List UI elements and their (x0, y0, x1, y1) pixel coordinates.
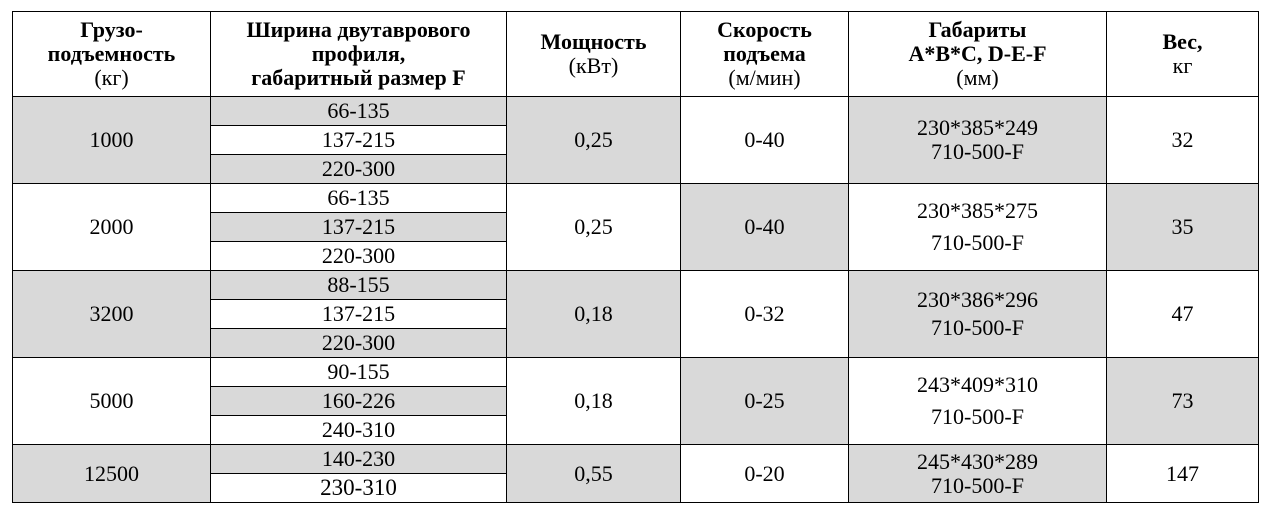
table-row: 5000 90-155 0,18 0-25 243*409*310 710-50… (12, 357, 1259, 445)
dims-cell: 245*430*289 710-500-F (848, 444, 1107, 503)
header-capacity-line2: подъемность (47, 41, 176, 66)
capacity-cell: 5000 (12, 357, 211, 445)
table-row: 2000 66-135 0,25 0-40 230*385*275 710-50… (12, 183, 1259, 271)
power-cell: 0,55 (506, 444, 681, 503)
weight-cell: 47 (1106, 270, 1259, 358)
dims-cell: 243*409*310 710-500-F (848, 357, 1107, 445)
weight-cell: 32 (1106, 96, 1259, 184)
capacity-cell: 3200 (12, 270, 211, 358)
header-dims: Габариты A*B*C, D-E-F (мм) (848, 11, 1107, 97)
profile-cell: 220-300 (210, 154, 507, 184)
header-dims-line1: Габариты (928, 17, 1027, 42)
capacity-cell: 1000 (12, 96, 211, 184)
profile-cell: 140-230 (210, 444, 507, 474)
header-capacity: Грузо- подъемность (кг) (12, 11, 211, 97)
header-profile-line1: Ширина двутаврового (246, 17, 471, 42)
profile-cell: 240-310 (210, 415, 507, 445)
header-power-line1: Мощность (540, 29, 647, 54)
profile-cell: 220-300 (210, 328, 507, 358)
header-dims-line2: A*B*C, D-E-F (908, 41, 1047, 66)
power-cell: 0,25 (506, 183, 681, 271)
power-cell: 0,25 (506, 96, 681, 184)
weight-cell: 73 (1106, 357, 1259, 445)
dims-cell: 230*385*249 710-500-F (848, 96, 1107, 184)
dims-def: 710-500-F (931, 472, 1024, 498)
profile-cell: 160-226 (210, 386, 507, 416)
profile-cell: 220-300 (210, 241, 507, 271)
table-row: 1000 66-135 0,25 0-40 230*385*249 710-50… (12, 96, 1259, 184)
power-cell: 0,18 (506, 270, 681, 358)
speed-cell: 0-32 (680, 270, 849, 358)
dims-cell: 230*385*275 710-500-F (848, 183, 1107, 271)
speed-cell: 0-40 (680, 96, 849, 184)
speed-cell: 0-40 (680, 183, 849, 271)
dims-def: 710-500-F (931, 230, 1024, 255)
header-capacity-line1: Грузо- (80, 17, 143, 42)
profile-cell: 230-310 (210, 473, 507, 503)
dims-def: 710-500-F (931, 139, 1024, 164)
header-weight-unit: кг (1172, 53, 1193, 78)
table-row: 240-310 (13, 415, 1259, 445)
header-weight-line1: Вес, (1162, 29, 1203, 54)
header-speed-unit: (м/мин) (728, 65, 801, 90)
weight-cell: 147 (1106, 444, 1259, 503)
table-row: 230-310 (13, 473, 1259, 503)
capacity-cell: 12500 (12, 444, 211, 503)
table-row: 220-300 (13, 154, 1259, 184)
header-speed-line1: Скорость (717, 17, 812, 42)
speed-cell: 0-25 (680, 357, 849, 445)
capacity-cell: 2000 (12, 183, 211, 271)
header-speed-line2: подъема (723, 41, 806, 66)
dims-abc: 230*385*275 (917, 198, 1038, 223)
table-row: 3200 88-155 0,18 0-32 230*386*296 710-50… (12, 270, 1259, 358)
profile-cell: 137-215 (210, 125, 507, 155)
specs-table: Грузо- подъемность (кг) Ширина двутавров… (12, 11, 1259, 503)
header-capacity-unit: (кг) (94, 65, 129, 90)
header-speed: Скорость подъема (м/мин) (680, 11, 849, 97)
power-cell: 0,18 (506, 357, 681, 445)
dims-abc: 243*409*310 (917, 372, 1038, 397)
header-row: Грузо- подъемность (кг) Ширина двутавров… (12, 11, 1259, 97)
dims-abc: 230*385*249 (917, 115, 1038, 140)
dims-cell: 230*386*296 710-500-F (848, 270, 1107, 358)
table-row: 160-226 (13, 386, 1259, 416)
header-profile-line3: габаритный размер F (251, 65, 466, 90)
header-power-unit: (кВт) (568, 53, 619, 78)
weight-cell: 35 (1106, 183, 1259, 271)
dims-def: 710-500-F (931, 315, 1024, 340)
dims-def: 710-500-F (931, 404, 1024, 429)
dims-abc: 230*386*296 (917, 287, 1038, 312)
table-row: 220-300 (13, 328, 1259, 358)
dims-abc: 245*430*289 (917, 448, 1038, 474)
table-row: 220-300 (13, 241, 1259, 271)
table-row: 137-215 (13, 299, 1259, 329)
header-power: Мощность (кВт) (506, 11, 681, 97)
header-weight: Вес, кг (1106, 11, 1259, 97)
header-dims-unit: (мм) (956, 65, 999, 90)
profile-cell: 88-155 (210, 270, 507, 300)
speed-cell: 0-20 (680, 444, 849, 503)
profile-cell: 90-155 (210, 357, 507, 387)
profile-cell: 137-215 (210, 212, 507, 242)
table-row: 12500 140-230 0,55 0-20 245*430*289 710-… (12, 444, 1259, 503)
profile-cell: 66-135 (210, 183, 507, 213)
profile-cell: 137-215 (210, 299, 507, 329)
profile-cell: 66-135 (210, 96, 507, 126)
table-row: 137-215 (13, 125, 1259, 155)
header-profile: Ширина двутаврового профиля, габаритный … (210, 11, 507, 97)
header-profile-line2: профиля, (311, 41, 406, 66)
